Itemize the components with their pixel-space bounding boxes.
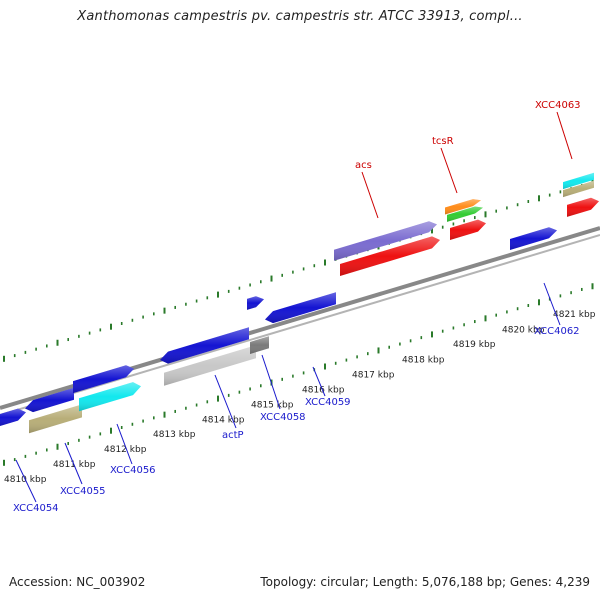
gene-tcsR-orange-shade[interactable] xyxy=(445,199,481,215)
gene-acs-neighbor-shade[interactable] xyxy=(334,221,437,261)
gene-tcsR-shade[interactable] xyxy=(450,219,486,240)
gene-xcc4058-shade[interactable] xyxy=(250,336,269,354)
gene-label-xcc4058[interactable]: XCC4058 xyxy=(260,412,306,423)
scale-label-4821-kbp: 4821 kbp xyxy=(553,310,596,320)
leader-actp xyxy=(214,374,237,429)
gene-xcc4058-blue-shade[interactable] xyxy=(247,296,264,310)
leader-xcc4062 xyxy=(543,282,561,326)
scale-label-4814-kbp: 4814 kbp xyxy=(202,415,245,425)
gene-xcc4063-shade[interactable] xyxy=(567,197,599,217)
gene-actP-shade[interactable] xyxy=(164,345,256,386)
scale-label-4813-kbp: 4813 kbp xyxy=(153,430,196,440)
scale-label-4818-kbp: 4818 kbp xyxy=(402,355,445,365)
gene-label-actp[interactable]: actP xyxy=(222,430,244,441)
scale-label-4820-kbp: 4820 kbp xyxy=(502,325,545,335)
scale-label-4812-kbp: 4812 kbp xyxy=(104,445,147,455)
gene-label-xcc4059[interactable]: XCC4059 xyxy=(305,397,351,408)
gene-xcc4063-cyan-shade[interactable] xyxy=(563,172,594,190)
scale-label-4815-kbp: 4815 kbp xyxy=(251,401,294,411)
gene-tcsR-green-shade[interactable] xyxy=(447,206,483,222)
gene-xcc4063-khaki-shade[interactable] xyxy=(563,180,594,198)
genome-stats-text: Topology: circular; Length: 5,076,188 bp… xyxy=(260,575,590,589)
leader-xcc4055 xyxy=(64,442,83,485)
leader-xcc4063 xyxy=(556,111,573,160)
gene-actP-blue-shade[interactable] xyxy=(160,327,249,364)
gene-label-xcc4062[interactable]: XCC4062 xyxy=(534,326,580,337)
gene-xcc4055-shade[interactable] xyxy=(29,404,82,434)
gene-label-tcsr[interactable]: tcsR xyxy=(432,136,454,147)
gene-xcc4055-blue-shade[interactable] xyxy=(25,387,74,413)
gene-label-acs[interactable]: acs xyxy=(355,160,372,171)
gene-blue-left-shade[interactable] xyxy=(0,408,26,426)
label-leader-lines xyxy=(15,111,573,503)
map-title: Xanthomonas campestris pv. campestris st… xyxy=(77,9,523,24)
gene-label-xcc4055[interactable]: XCC4055 xyxy=(60,486,106,497)
leader-xcc4056 xyxy=(116,423,133,465)
gene-xcc4059-shade[interactable] xyxy=(265,292,336,324)
gene-xcc4056-blue-shade[interactable] xyxy=(73,365,134,394)
gene-label-xcc4054[interactable]: XCC4054 xyxy=(13,503,59,514)
gene-label-xcc4056[interactable]: XCC4056 xyxy=(110,465,156,476)
accession-text: Accession: NC_003902 xyxy=(9,575,146,589)
leader-xcc4058 xyxy=(261,354,281,410)
scale-label-4819-kbp: 4819 kbp xyxy=(453,340,496,350)
gene-label-xcc4063[interactable]: XCC4063 xyxy=(535,100,581,111)
leader-xcc4059 xyxy=(312,366,326,397)
leader-xcc4054 xyxy=(15,459,37,503)
leader-tcsr xyxy=(440,147,458,194)
gene-xcc4056-shade[interactable] xyxy=(79,382,141,412)
gene-features[interactable] xyxy=(0,172,599,434)
gene-acs-shade[interactable] xyxy=(340,236,440,276)
scale-label-4816-kbp: 4816 kbp xyxy=(302,385,345,395)
scale-label-4817-kbp: 4817 kbp xyxy=(352,370,395,380)
gene-xcc4062-shade[interactable] xyxy=(510,227,557,250)
leader-acs xyxy=(361,171,379,219)
